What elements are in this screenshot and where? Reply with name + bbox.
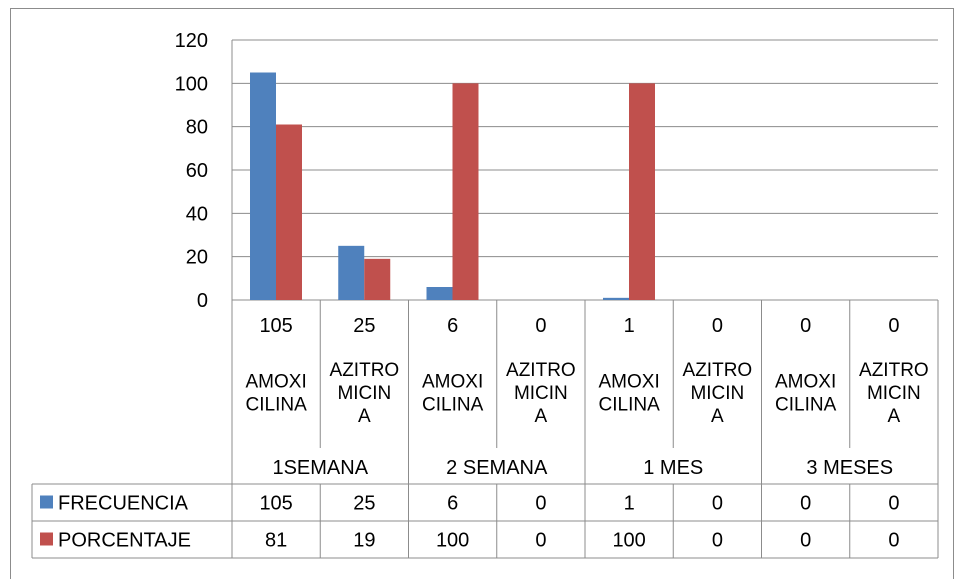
table-value: 105 <box>259 493 292 515</box>
category-name-label: A <box>358 406 371 427</box>
table-value: 0 <box>535 530 546 552</box>
category-name-label: AMOXI <box>246 372 307 393</box>
category-value-label: 6 <box>447 315 458 337</box>
y-tick-label: 100 <box>175 73 208 95</box>
category-name-label: CILINA <box>422 395 484 416</box>
table-value: 6 <box>447 493 458 515</box>
y-tick-label: 120 <box>175 30 208 52</box>
table-value: 0 <box>800 493 811 515</box>
table-value: 100 <box>612 530 645 552</box>
bar-porcentaje <box>629 83 655 300</box>
category-name-label: AMOXI <box>775 372 836 393</box>
bar-porcentaje <box>364 258 391 300</box>
y-tick-label: 60 <box>186 160 208 182</box>
table-value: 0 <box>712 530 723 552</box>
category-value-label: 0 <box>800 315 811 337</box>
table-value: 81 <box>265 530 287 552</box>
table-value: 0 <box>535 493 546 515</box>
category-name-label: A <box>711 406 724 427</box>
table-value: 25 <box>353 493 375 515</box>
legend-key-frecuencia <box>40 495 53 509</box>
category-name-label: MICIN <box>514 383 568 404</box>
category-name-label: AZITRO <box>683 360 753 381</box>
category-name-label: AZITRO <box>506 360 576 381</box>
category-value-label: 105 <box>259 315 292 337</box>
category-name-label: AZITRO <box>330 360 400 381</box>
category-name-label: MICIN <box>867 383 921 404</box>
y-tick-label: 20 <box>186 247 208 269</box>
category-name-label: AMOXI <box>599 372 660 393</box>
bar-frecuencia <box>250 72 276 300</box>
category-value-label: 0 <box>888 315 899 337</box>
bar-frecuencia <box>426 287 453 300</box>
group-label: 2 SEMANA <box>446 457 548 479</box>
category-name-label: MICIN <box>690 383 744 404</box>
chart-frame <box>10 8 954 579</box>
group-label: 1SEMANA <box>272 457 368 479</box>
table-value: 19 <box>353 530 375 552</box>
bar-frecuencia <box>338 245 365 300</box>
category-name-label: CILINA <box>246 395 308 416</box>
table-value: 100 <box>436 530 469 552</box>
table-value: 0 <box>712 493 723 515</box>
legend-label: FRECUENCIA <box>58 493 189 515</box>
bar-frecuencia <box>603 297 629 300</box>
category-name-label: A <box>888 406 901 427</box>
category-name-label: MICIN <box>337 383 391 404</box>
category-name-label: CILINA <box>599 395 661 416</box>
group-label: 1 MES <box>643 457 703 479</box>
category-name-label: CILINA <box>775 395 837 416</box>
y-tick-label: 0 <box>197 290 208 312</box>
category-name-label: AZITRO <box>859 360 929 381</box>
legend-key-porcentaje <box>40 532 53 546</box>
legend-label: PORCENTAJE <box>58 530 191 552</box>
category-value-label: 0 <box>535 315 546 337</box>
y-tick-label: 40 <box>186 203 208 225</box>
category-value-label: 0 <box>712 315 723 337</box>
category-value-label: 1 <box>624 315 635 337</box>
table-value: 0 <box>888 493 899 515</box>
bar-porcentaje <box>452 83 479 300</box>
group-label: 3 MESES <box>806 457 893 479</box>
category-name-label: A <box>535 406 548 427</box>
bar-porcentaje <box>276 124 302 300</box>
y-tick-label: 80 <box>186 117 208 139</box>
category-name-label: AMOXI <box>422 372 483 393</box>
table-value: 0 <box>888 530 899 552</box>
table-value: 0 <box>800 530 811 552</box>
category-value-label: 25 <box>353 315 375 337</box>
table-value: 1 <box>624 493 635 515</box>
